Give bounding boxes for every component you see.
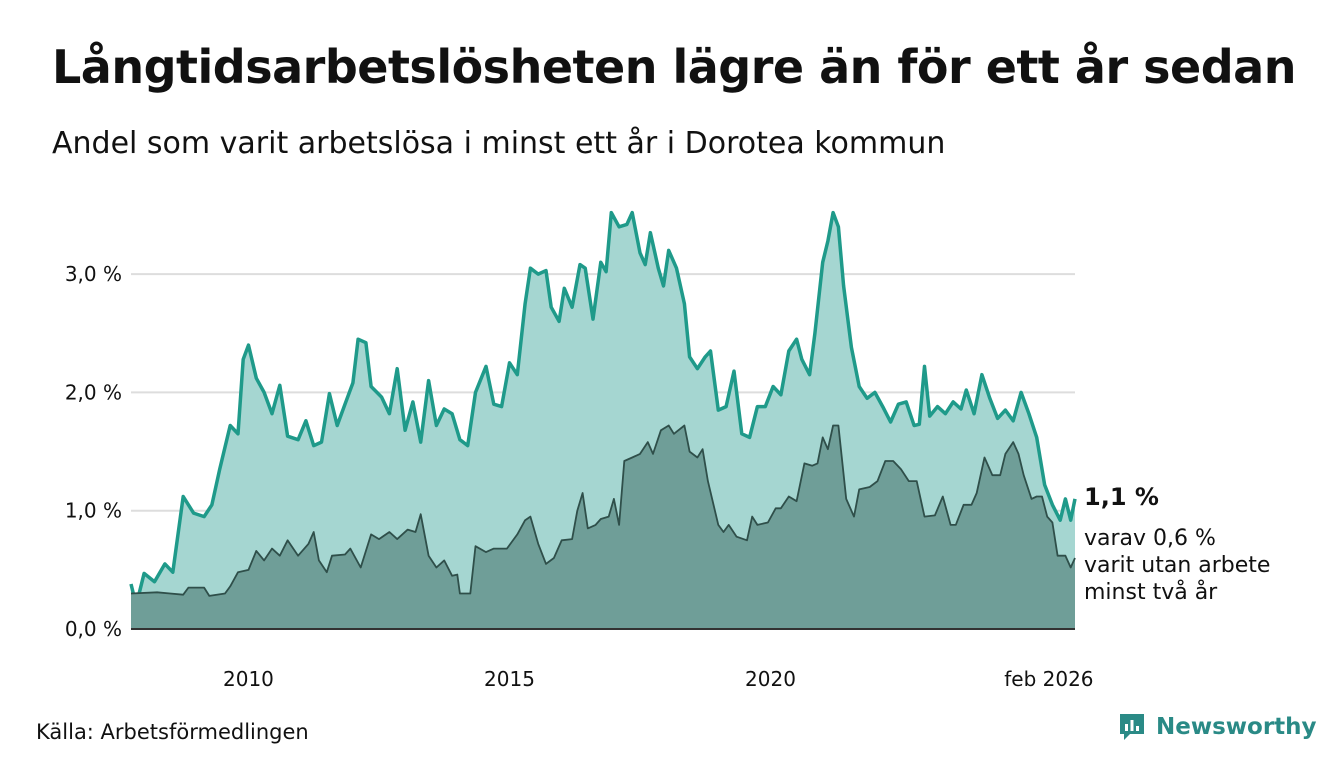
chart-title: Långtidsarbetslösheten lägre än för ett … [52, 40, 1296, 94]
source-note: Källa: Arbetsförmedlingen [36, 720, 309, 744]
series-area-1 [131, 425, 1075, 629]
newsworthy-logo-icon [1120, 714, 1144, 740]
series-areas [129, 210, 1077, 630]
brand-logo: Newsworthy [1118, 712, 1317, 742]
x-tick-label-3: feb 2026 [1004, 667, 1093, 691]
y-axis: 0,0 % 1,0 % 2,0 % 3,0 % [65, 262, 122, 641]
end-label-sub-line-2: minst två år [1084, 579, 1218, 605]
end-label-main: 1,1 % [1084, 483, 1159, 511]
y-tick-label-1: 1,0 % [65, 499, 122, 523]
end-label-sub-line-1: varit utan arbete [1084, 553, 1270, 578]
series-line-0 [129, 210, 1077, 608]
series-line-1 [130, 424, 1076, 597]
end-label-sub-line-0: varav 0,6 % [1084, 526, 1216, 551]
x-axis: 2010 2015 2020 feb 2026 [223, 667, 1094, 691]
y-tick-label-3: 3,0 % [65, 262, 122, 286]
brand-name: Newsworthy [1156, 714, 1317, 740]
chart-subtitle: Andel som varit arbetslösa i minst ett å… [52, 126, 946, 161]
x-tick-label-2: 2020 [745, 667, 796, 691]
y-tick-label-2: 2,0 % [65, 380, 122, 404]
y-tick-label-0: 0,0 % [65, 617, 122, 641]
x-tick-label-1: 2015 [484, 667, 535, 691]
x-tick-label-0: 2010 [223, 667, 274, 691]
